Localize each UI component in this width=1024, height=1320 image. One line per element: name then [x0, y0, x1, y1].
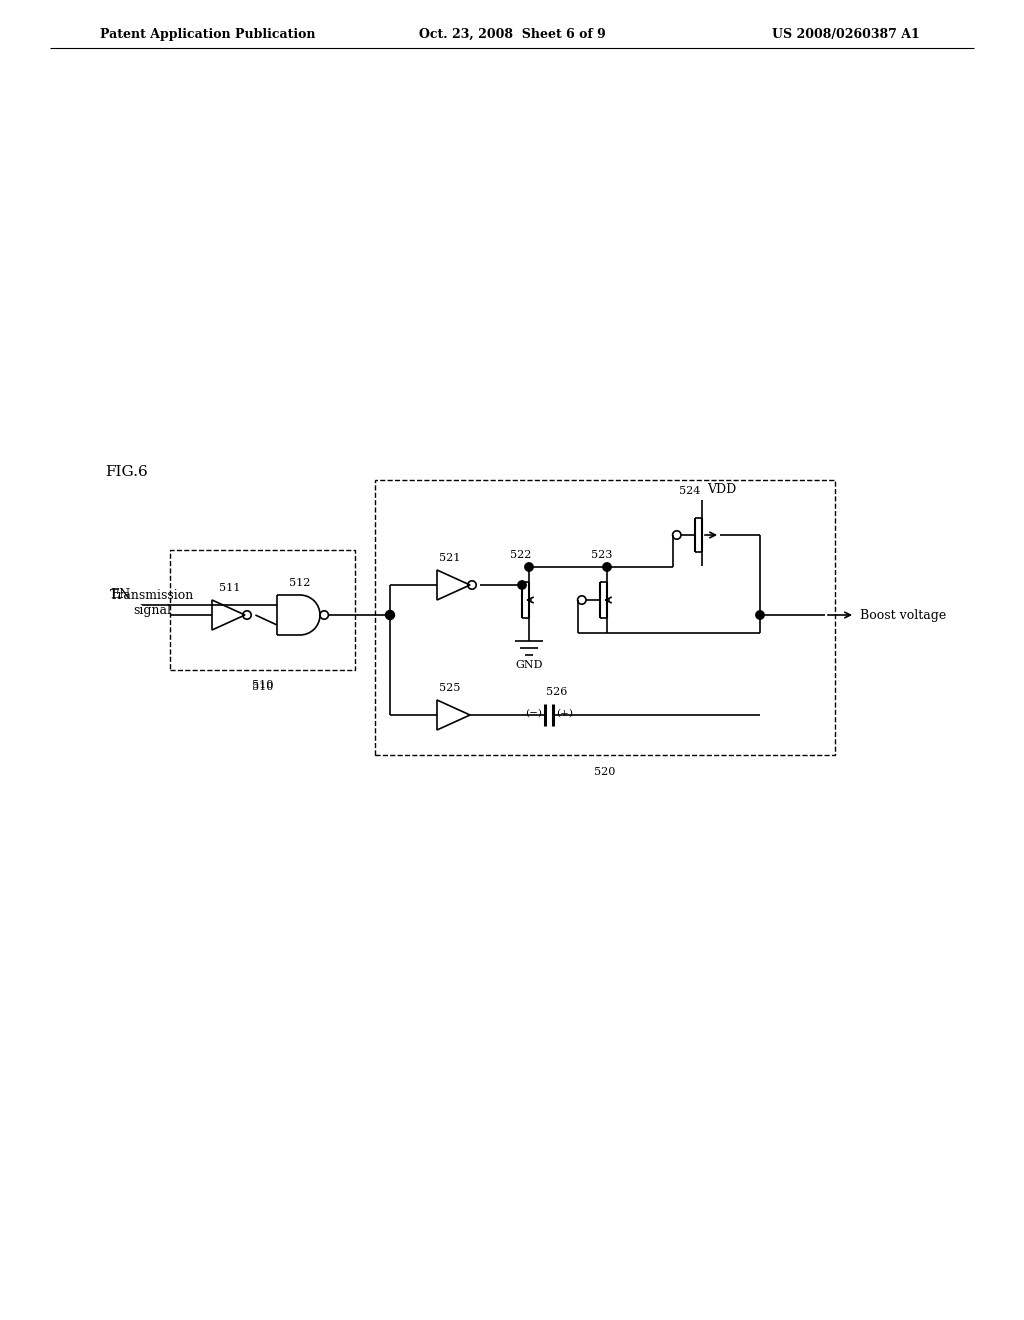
- Text: 526: 526: [547, 686, 567, 697]
- Circle shape: [385, 610, 394, 619]
- Text: VDD: VDD: [707, 483, 736, 496]
- Text: Patent Application Publication: Patent Application Publication: [100, 28, 315, 41]
- Text: Oct. 23, 2008  Sheet 6 of 9: Oct. 23, 2008 Sheet 6 of 9: [419, 28, 605, 41]
- Text: EN: EN: [110, 587, 130, 601]
- Text: 520: 520: [594, 767, 615, 777]
- Bar: [170, 550, 355, 671]
- Circle shape: [524, 562, 534, 572]
- Circle shape: [518, 581, 526, 589]
- Text: US 2008/0260387 A1: US 2008/0260387 A1: [772, 28, 920, 41]
- Circle shape: [603, 562, 611, 572]
- Text: GND: GND: [515, 660, 543, 671]
- Text: 510: 510: [252, 680, 273, 690]
- Text: 511: 511: [219, 583, 241, 593]
- Text: FIG.6: FIG.6: [105, 465, 147, 479]
- Text: 510: 510: [252, 682, 273, 692]
- Text: 522: 522: [510, 550, 531, 560]
- Text: Transmission
signal: Transmission signal: [110, 589, 195, 616]
- Text: (+): (+): [556, 709, 573, 718]
- Circle shape: [756, 611, 764, 619]
- Bar: [375, 480, 835, 755]
- Text: 525: 525: [439, 682, 461, 693]
- Text: 523: 523: [591, 550, 612, 560]
- Text: (−): (−): [525, 709, 543, 718]
- Text: 524: 524: [679, 486, 700, 496]
- Text: 521: 521: [439, 553, 461, 564]
- Text: Boost voltage: Boost voltage: [860, 609, 946, 622]
- Text: 512: 512: [290, 578, 310, 587]
